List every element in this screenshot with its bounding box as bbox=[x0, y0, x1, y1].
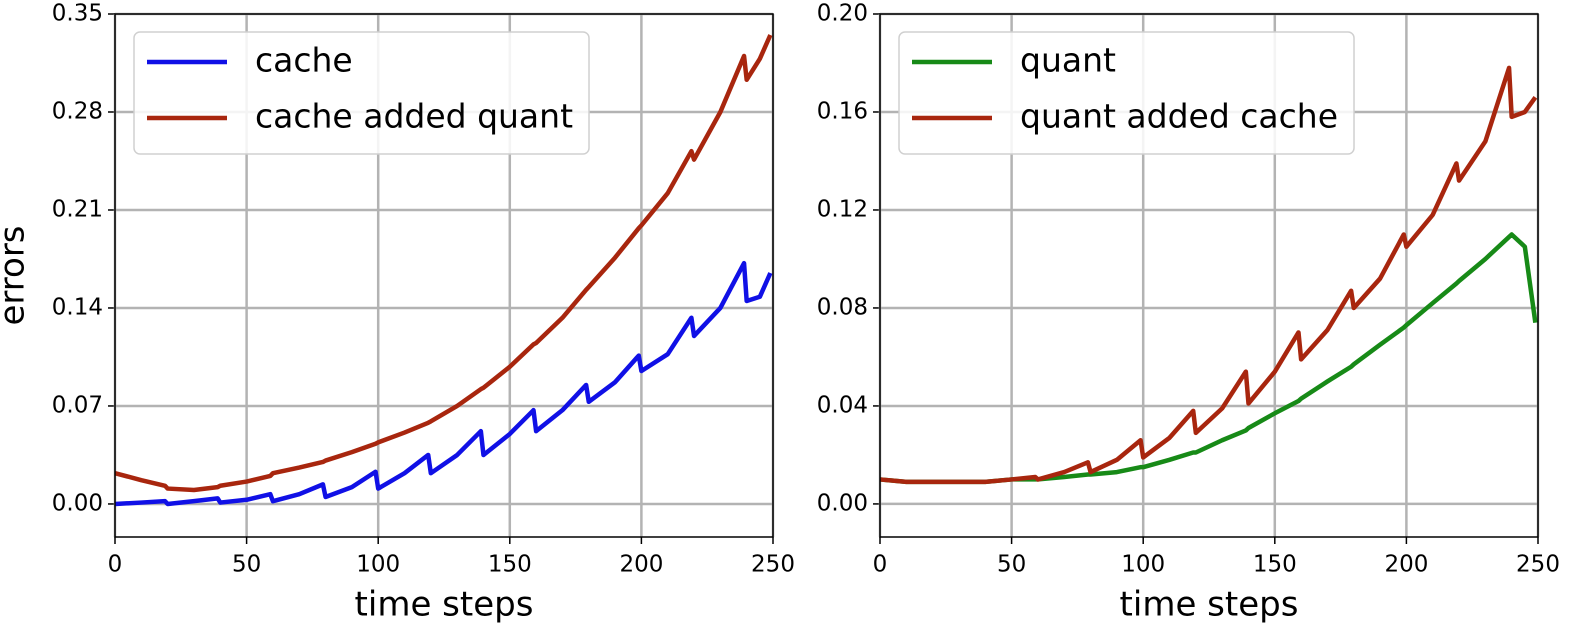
x-tick-label: 150 bbox=[488, 552, 532, 578]
y-tick-label: 0.08 bbox=[817, 294, 868, 320]
series-line bbox=[879, 232, 1538, 485]
y-tick-label: 0.16 bbox=[817, 98, 868, 124]
legend: cache cache added quant bbox=[133, 31, 590, 155]
legend-label: quant bbox=[1020, 41, 1116, 80]
x-tick-label: 0 bbox=[873, 552, 888, 578]
x-tick-label: 250 bbox=[751, 552, 795, 578]
y-tick-label: 0.12 bbox=[817, 196, 868, 222]
x-tick-label: 0 bbox=[108, 552, 123, 578]
y-tick-label: 0.00 bbox=[817, 490, 868, 516]
y-tick-label: 0.20 bbox=[817, 1, 868, 27]
y-tick-label: 0.04 bbox=[817, 392, 868, 418]
legend-box bbox=[898, 31, 1355, 155]
y-tick-label: 0.21 bbox=[52, 196, 103, 222]
y-tick-label: 0.35 bbox=[52, 1, 103, 27]
plot-frame bbox=[114, 13, 774, 538]
x-tick-label: 50 bbox=[232, 552, 261, 578]
x-tick-label: 200 bbox=[619, 552, 663, 578]
y-tick-label: 0.00 bbox=[52, 490, 103, 516]
y-tick-label: 0.14 bbox=[52, 294, 103, 320]
x-tick-label: 50 bbox=[997, 552, 1026, 578]
legend-label: cache bbox=[255, 41, 353, 80]
plot-frame bbox=[879, 13, 1539, 538]
x-tick-label: 150 bbox=[1253, 552, 1297, 578]
legend-label: quant added cache bbox=[1020, 97, 1338, 136]
legend-label: cache added quant bbox=[255, 97, 573, 136]
x-tick-label: 250 bbox=[1516, 552, 1560, 578]
x-tick-label: 100 bbox=[1121, 552, 1165, 578]
legend-box bbox=[133, 31, 590, 155]
x-axis-label: time steps bbox=[355, 585, 534, 625]
y-tick-label: 0.07 bbox=[52, 392, 103, 418]
y-tick-label: 0.28 bbox=[52, 98, 103, 124]
x-axis-label: time steps bbox=[1120, 585, 1299, 625]
y-axis-label: errors bbox=[0, 225, 33, 325]
legend: quant quant added cache bbox=[898, 31, 1355, 155]
series-line bbox=[114, 34, 773, 493]
x-tick-label: 100 bbox=[356, 552, 400, 578]
series-line bbox=[879, 65, 1538, 485]
series-line bbox=[114, 260, 773, 507]
x-tick-label: 200 bbox=[1384, 552, 1428, 578]
